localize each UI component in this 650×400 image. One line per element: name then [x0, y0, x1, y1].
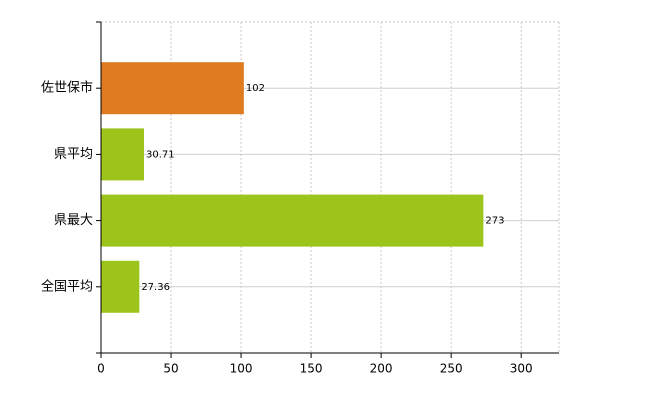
y-tick-label: 県平均 [54, 147, 93, 162]
y-tick-label: 佐世保市 [41, 80, 93, 96]
bar [101, 194, 484, 247]
x-tick-label: 300 [510, 362, 533, 376]
value-label: 30.71 [146, 149, 175, 160]
y-tick-label: 全国平均 [41, 278, 93, 294]
x-tick-label: 150 [300, 362, 323, 376]
x-tick-label: 0 [97, 362, 105, 376]
x-tick-label: 100 [230, 362, 253, 376]
value-label: 102 [246, 83, 265, 94]
bar [101, 128, 145, 181]
x-tick-label: 50 [163, 362, 178, 376]
bar [101, 62, 244, 115]
bar [101, 260, 140, 313]
value-label: 27.36 [141, 282, 170, 293]
value-label: 273 [485, 216, 504, 227]
y-tick-label: 県最大 [54, 213, 93, 228]
x-tick-label: 200 [370, 362, 393, 376]
x-tick-label: 250 [440, 362, 463, 376]
